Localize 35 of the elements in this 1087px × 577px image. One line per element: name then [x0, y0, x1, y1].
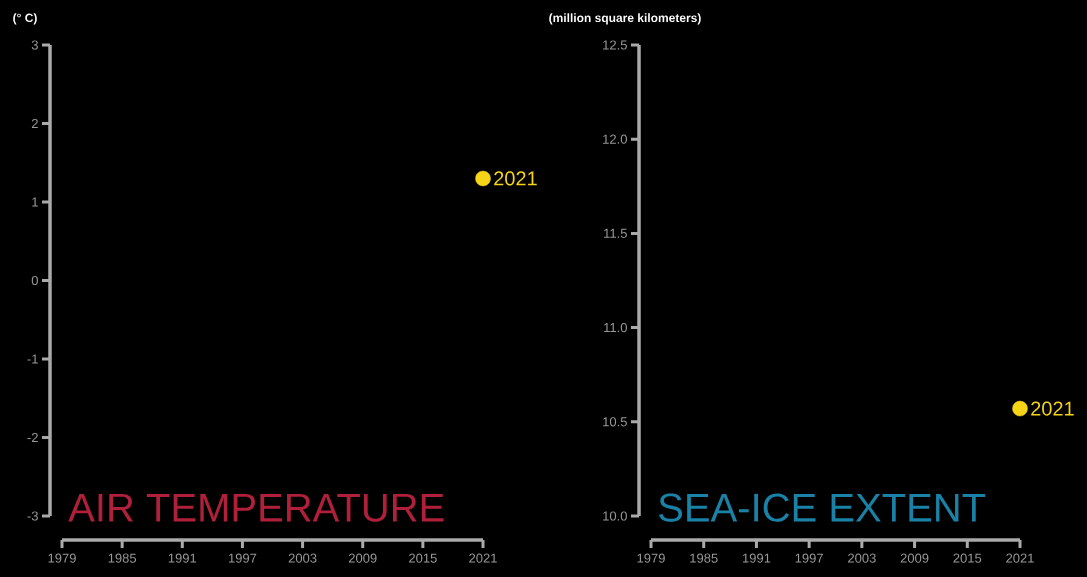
x-tick-label: 1979 [48, 553, 76, 563]
annotation: 2021 [494, 171, 537, 186]
y-tick-label: 12.5 [603, 40, 627, 50]
x-tick-label: 1997 [228, 553, 257, 563]
x-tick-label: 2021 [469, 553, 497, 563]
annotation: 2021 [1031, 401, 1074, 416]
x-tick-label: 1979 [637, 553, 665, 563]
y-tick-label: 11.5 [604, 228, 627, 238]
x-tick-label: 1985 [690, 553, 718, 563]
y-tick-label: 2 [31, 118, 38, 129]
x-tick-label: 2015 [409, 553, 437, 563]
text: AIR TEMPERATURE [68, 493, 444, 522]
y-axis-title: (° C) [13, 13, 37, 25]
y-tick-label: -2 [27, 432, 38, 443]
x-tick-label: 2009 [900, 553, 929, 563]
x-tick-label: 1991 [168, 553, 197, 563]
x-tick-label: 2015 [953, 553, 982, 563]
x-tick-label: 2009 [348, 553, 377, 563]
x-tick-label: 1997 [795, 553, 823, 563]
y-tick-label: -1 [27, 354, 38, 364]
x-tick-label: 1985 [108, 553, 137, 563]
y-tick-label: 10.0 [603, 511, 627, 521]
y-tick-label: 12.0 [603, 134, 627, 144]
y-tick-label: 1 [32, 197, 38, 207]
y-tick-label: 3 [31, 40, 38, 50]
y-tick-label: -3 [27, 511, 38, 521]
text: SEA-ICE EXTENT [659, 493, 986, 522]
x-tick-label: 2003 [288, 553, 317, 563]
y-tick-label: 10.5 [603, 417, 627, 427]
x-tick-label: 2003 [848, 553, 876, 563]
y-tick-label: 11.0 [604, 322, 627, 333]
x-tick-label: 2021 [1006, 553, 1034, 563]
x-tick-label: 1991 [742, 553, 771, 563]
y-axis-title: (million square kilometers) [549, 13, 701, 25]
y-tick-label: 0 [31, 275, 38, 286]
